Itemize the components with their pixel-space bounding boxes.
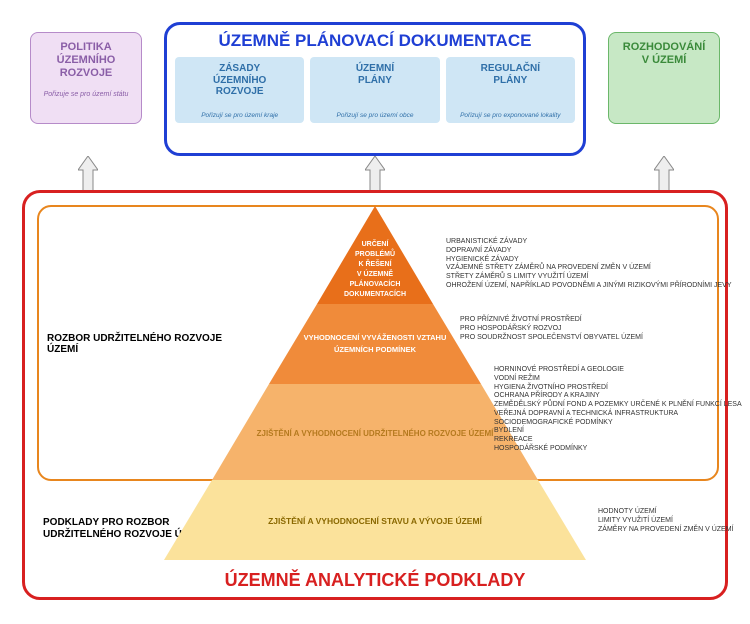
- bullet-item: LIMITY VYUŽITÍ ÚZEMÍ: [598, 517, 734, 526]
- bullet-item: SOCIODEMOGRAFICKÉ PODMÍNKY: [494, 419, 742, 428]
- t: ÚZEMNÍHO: [213, 75, 266, 86]
- yellow-label: PODKLADY PRO ROZBOR UDRŽITELNÉHO ROZVOJE…: [43, 517, 243, 541]
- bullet-item: VZÁJEMNÉ STŘETY ZÁMĚRŮ NA PROVEDENÍ ZMĚN…: [446, 264, 731, 273]
- bullet-item: OHROŽENÍ ÚZEMÍ, NAPŘÍKLAD POVODNĚMI A JI…: [446, 282, 731, 291]
- col-sub: Pořizují se pro území kraje: [179, 112, 300, 119]
- center-title: ÚZEMNĚ PLÁNOVACÍ DOKUMENTACE: [175, 31, 575, 51]
- t: PODKLADY PRO ROZBOR: [43, 517, 170, 528]
- t: ÚZEMNÍ: [356, 63, 394, 74]
- t: UDRŽITELNÉHO ROZVOJE ÚZEMÍ: [43, 529, 206, 540]
- col-sub: Pořizují se pro území obce: [314, 112, 435, 119]
- orange-label: ROZBOR UDRŽITELNÉHO ROZVOJE ÚZEMÍ: [47, 333, 237, 355]
- bullet-item: ZEMĚDĚLSKÝ PŮDNÍ FOND A POZEMKY URČENÉ K…: [494, 401, 742, 410]
- t: PLÁNY: [358, 75, 392, 86]
- bullets-tier1: URBANISTICKÉ ZÁVADYDOPRAVNÍ ZÁVADYHYGIEN…: [446, 238, 731, 291]
- col-zasady: ZÁSADY ÚZEMNÍHO ROZVOJE Pořizují se pro …: [175, 57, 304, 123]
- top-row: POLITIKA ÚZEMNÍHO ROZVOJE Pořizuje se pr…: [0, 22, 750, 152]
- t: V ÚZEMÍ: [642, 54, 687, 66]
- col-title: ÚZEMNÍ PLÁNY: [314, 63, 435, 86]
- bullet-item: PRO HOSPODÁŘSKÝ ROZVOJ: [460, 325, 643, 334]
- col-sub: Pořizují se pro exponované lokality: [450, 112, 571, 119]
- bullet-item: HORNINOVÉ PROSTŘEDÍ A GEOLOGIE: [494, 366, 742, 375]
- t: REGULAČNÍ: [481, 63, 540, 74]
- bullet-item: PRO PŘÍZNIVÉ ŽIVOTNÍ PROSTŘEDÍ: [460, 316, 643, 325]
- bullet-item: URBANISTICKÉ ZÁVADY: [446, 238, 731, 247]
- t: ROZVOJE: [216, 86, 264, 97]
- main-title: ÚZEMNĚ ANALYTICKÉ PODKLADY: [25, 570, 725, 591]
- bullet-item: REKREACE: [494, 436, 742, 445]
- bullet-item: PRO SOUDRŽNOST SPOLEČENSTVÍ OBYVATEL ÚZE…: [460, 334, 643, 343]
- bullets-tier3: HORNINOVÉ PROSTŘEDÍ A GEOLOGIEVODNÍ REŽI…: [494, 366, 742, 454]
- bullet-item: HYGIENA ŽIVOTNÍHO PROSTŘEDÍ: [494, 384, 742, 393]
- t: ROZVOJE: [60, 67, 113, 79]
- bullet-item: VEŘEJNÁ DOPRAVNÍ A TECHNICKÁ INFRASTRUKT…: [494, 410, 742, 419]
- col-title: REGULAČNÍ PLÁNY: [450, 63, 571, 86]
- col-title: ZÁSADY ÚZEMNÍHO ROZVOJE: [179, 63, 300, 98]
- arrow-up-center: [365, 156, 385, 192]
- box-right-title: ROZHODOVÁNÍ V ÚZEMÍ: [613, 41, 715, 67]
- bullet-item: DOPRAVNÍ ZÁVADY: [446, 247, 731, 256]
- col-uzemni-plany: ÚZEMNÍ PLÁNY Pořizují se pro území obce: [310, 57, 439, 123]
- bullet-item: OCHRANA PŘÍRODY A KRAJINY: [494, 392, 742, 401]
- box-left-title: POLITIKA ÚZEMNÍHO ROZVOJE: [35, 41, 137, 81]
- t: POLITIKA: [60, 41, 111, 53]
- box-left-sub: Pořizuje se pro území státu: [35, 91, 137, 99]
- box-politika: POLITIKA ÚZEMNÍHO ROZVOJE Pořizuje se pr…: [30, 32, 142, 124]
- box-rozhodovani: ROZHODOVÁNÍ V ÚZEMÍ: [608, 32, 720, 124]
- bullets-tier4: HODNOTY ÚZEMÍLIMITY VYUŽITÍ ÚZEMÍZÁMĚRY …: [598, 508, 734, 534]
- bullet-item: HODNOTY ÚZEMÍ: [598, 508, 734, 517]
- center-cols: ZÁSADY ÚZEMNÍHO ROZVOJE Pořizují se pro …: [175, 57, 575, 123]
- bullet-item: HYGIENICKÉ ZÁVADY: [446, 256, 731, 265]
- t: PLÁNY: [493, 75, 527, 86]
- box-dokumentace: ÚZEMNĚ PLÁNOVACÍ DOKUMENTACE ZÁSADY ÚZEM…: [164, 22, 586, 156]
- t: ROZHODOVÁNÍ: [623, 41, 706, 53]
- arrow-up-right: [654, 156, 674, 192]
- bullet-item: HOSPODÁŘSKÉ PODMÍNKY: [494, 445, 742, 454]
- col-regulacni-plany: REGULAČNÍ PLÁNY Pořizují se pro exponova…: [446, 57, 575, 123]
- bullet-item: BYDLENÍ: [494, 427, 742, 436]
- t: ÚZEMNÍHO: [57, 54, 116, 66]
- arrow-up-left: [78, 156, 98, 192]
- bullet-item: STŘETY ZÁMĚRŮ S LIMITY VYUŽITÍ ÚZEMÍ: [446, 273, 731, 282]
- t: ZÁSADY: [219, 63, 260, 74]
- bullet-item: ZÁMĚRY NA PROVEDENÍ ZMĚN V ÚZEMÍ: [598, 526, 734, 535]
- bullet-item: VODNÍ REŽIM: [494, 375, 742, 384]
- bullets-tier2: PRO PŘÍZNIVÉ ŽIVOTNÍ PROSTŘEDÍPRO HOSPOD…: [460, 316, 643, 342]
